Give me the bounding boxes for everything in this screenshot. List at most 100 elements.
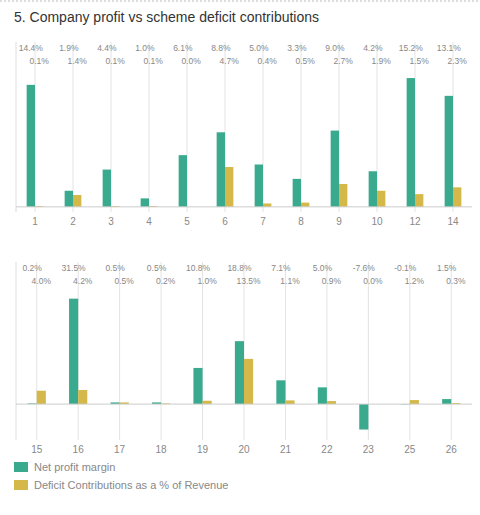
bar [141, 198, 149, 206]
bar [301, 203, 309, 207]
data-label: 0.4% [257, 56, 277, 66]
x-tick-label: 20 [238, 444, 250, 455]
data-label: 0.1% [143, 56, 163, 66]
bars [27, 78, 462, 207]
data-label: 31.5% [62, 263, 87, 273]
grid-line [73, 42, 74, 212]
x-tick-label: 16 [73, 444, 85, 455]
data-label: 3.3% [287, 43, 307, 53]
x-tick-label: 5 [184, 216, 190, 227]
data-label: 1.1% [280, 276, 300, 286]
data-label: 7.1% [271, 263, 291, 273]
x-tick-label: 15 [31, 444, 43, 455]
x-tick-label: 1 [32, 216, 38, 227]
bar [225, 167, 233, 207]
data-label: 0.9% [322, 276, 342, 286]
data-label: -7.6% [353, 263, 376, 273]
x-tick-label: 23 [363, 444, 375, 455]
bar [65, 191, 73, 207]
bar [377, 191, 385, 207]
grid-line [149, 42, 150, 212]
x-tick-label: 8 [298, 216, 304, 227]
data-label: 1.5% [437, 263, 457, 273]
grid-line [202, 262, 203, 440]
data-label: 0.5% [105, 263, 125, 273]
data-label: 1.0% [135, 43, 155, 53]
data-label: 6.1% [173, 43, 193, 53]
data-label: 0.0% [181, 56, 201, 66]
data-label: 14.4% [19, 43, 44, 53]
data-label: 4.4% [97, 43, 117, 53]
bar [69, 299, 78, 404]
x-tick-label: 10 [371, 216, 383, 227]
data-label: 13.1% [437, 43, 462, 53]
x-tick-label: 17 [114, 444, 126, 455]
data-label: 5.0% [249, 43, 269, 53]
legend-swatch [14, 462, 28, 472]
x-tick-label: 19 [197, 444, 209, 455]
data-label: 15.2% [399, 43, 424, 53]
bar [442, 399, 451, 404]
title: 5. Company profit vs scheme deficit cont… [14, 9, 319, 25]
data-label: 4.0% [32, 276, 52, 286]
x-tick-label: 22 [321, 444, 333, 455]
bar [263, 203, 271, 206]
data-label: 5.0% [313, 263, 333, 273]
bar [410, 400, 419, 404]
grid-line [119, 262, 120, 440]
bar [244, 359, 253, 404]
data-label: 1.0% [197, 276, 217, 286]
bars [28, 299, 461, 430]
grid-line [36, 262, 37, 440]
data-label: 0.2% [22, 263, 42, 273]
data-label: 0.0% [363, 276, 383, 286]
baseline [16, 404, 472, 405]
bar [78, 390, 87, 404]
data-label: 1.5% [409, 56, 429, 66]
x-tick-label: 3 [108, 216, 114, 227]
panel: 0.2%31.5%0.5%0.5%10.8%18.8%7.1%5.0%-7.6%… [16, 262, 472, 455]
bar [293, 179, 301, 207]
data-label: 4.2% [73, 276, 93, 286]
grid-line [409, 262, 410, 440]
bar [27, 85, 35, 207]
grid-line [326, 262, 327, 440]
x-tick-label: 2 [70, 216, 76, 227]
grid-line [285, 262, 286, 440]
data-label: 9.0% [325, 43, 345, 53]
bar [285, 400, 294, 404]
x-tick-label: 12 [409, 216, 421, 227]
bar [453, 187, 461, 206]
x-tick-label: 18 [156, 444, 168, 455]
data-label: 4.7% [219, 56, 239, 66]
bar [217, 132, 225, 207]
bar [415, 194, 423, 207]
legend-label: Deficit Contributions as a % of Revenue [34, 479, 228, 491]
legend: Net profit marginDeficit Contributions a… [14, 461, 228, 491]
x-tick-label: 26 [446, 444, 458, 455]
bar [331, 131, 339, 207]
data-label: 4.2% [363, 43, 383, 53]
bar [37, 391, 46, 404]
bar [203, 401, 212, 404]
data-label: 8.8% [211, 43, 231, 53]
data-label: 2.7% [333, 56, 353, 66]
bar [103, 170, 111, 207]
data-label: 1.4% [67, 56, 87, 66]
bar [339, 184, 347, 207]
data-label: 0.1% [29, 56, 49, 66]
top-border [0, 1, 480, 2]
data-label: 10.8% [186, 263, 211, 273]
grid-line [161, 262, 162, 440]
panel: 14.4% 1.9% 4.4% 1.0% 6.1% 8.8% 5.0% 3.3% 9.0% 4.2… [16, 42, 472, 227]
bar [445, 96, 453, 207]
bar [407, 78, 415, 207]
data-label: 0.5% [295, 56, 315, 66]
data-label: 1.9% [59, 43, 79, 53]
data-label: 0.5% [147, 263, 167, 273]
data-label: 13.5% [237, 276, 262, 286]
x-tick-label: 7 [260, 216, 266, 227]
baseline [16, 206, 472, 207]
bar [235, 341, 244, 404]
data-label: 0.3% [446, 276, 466, 286]
